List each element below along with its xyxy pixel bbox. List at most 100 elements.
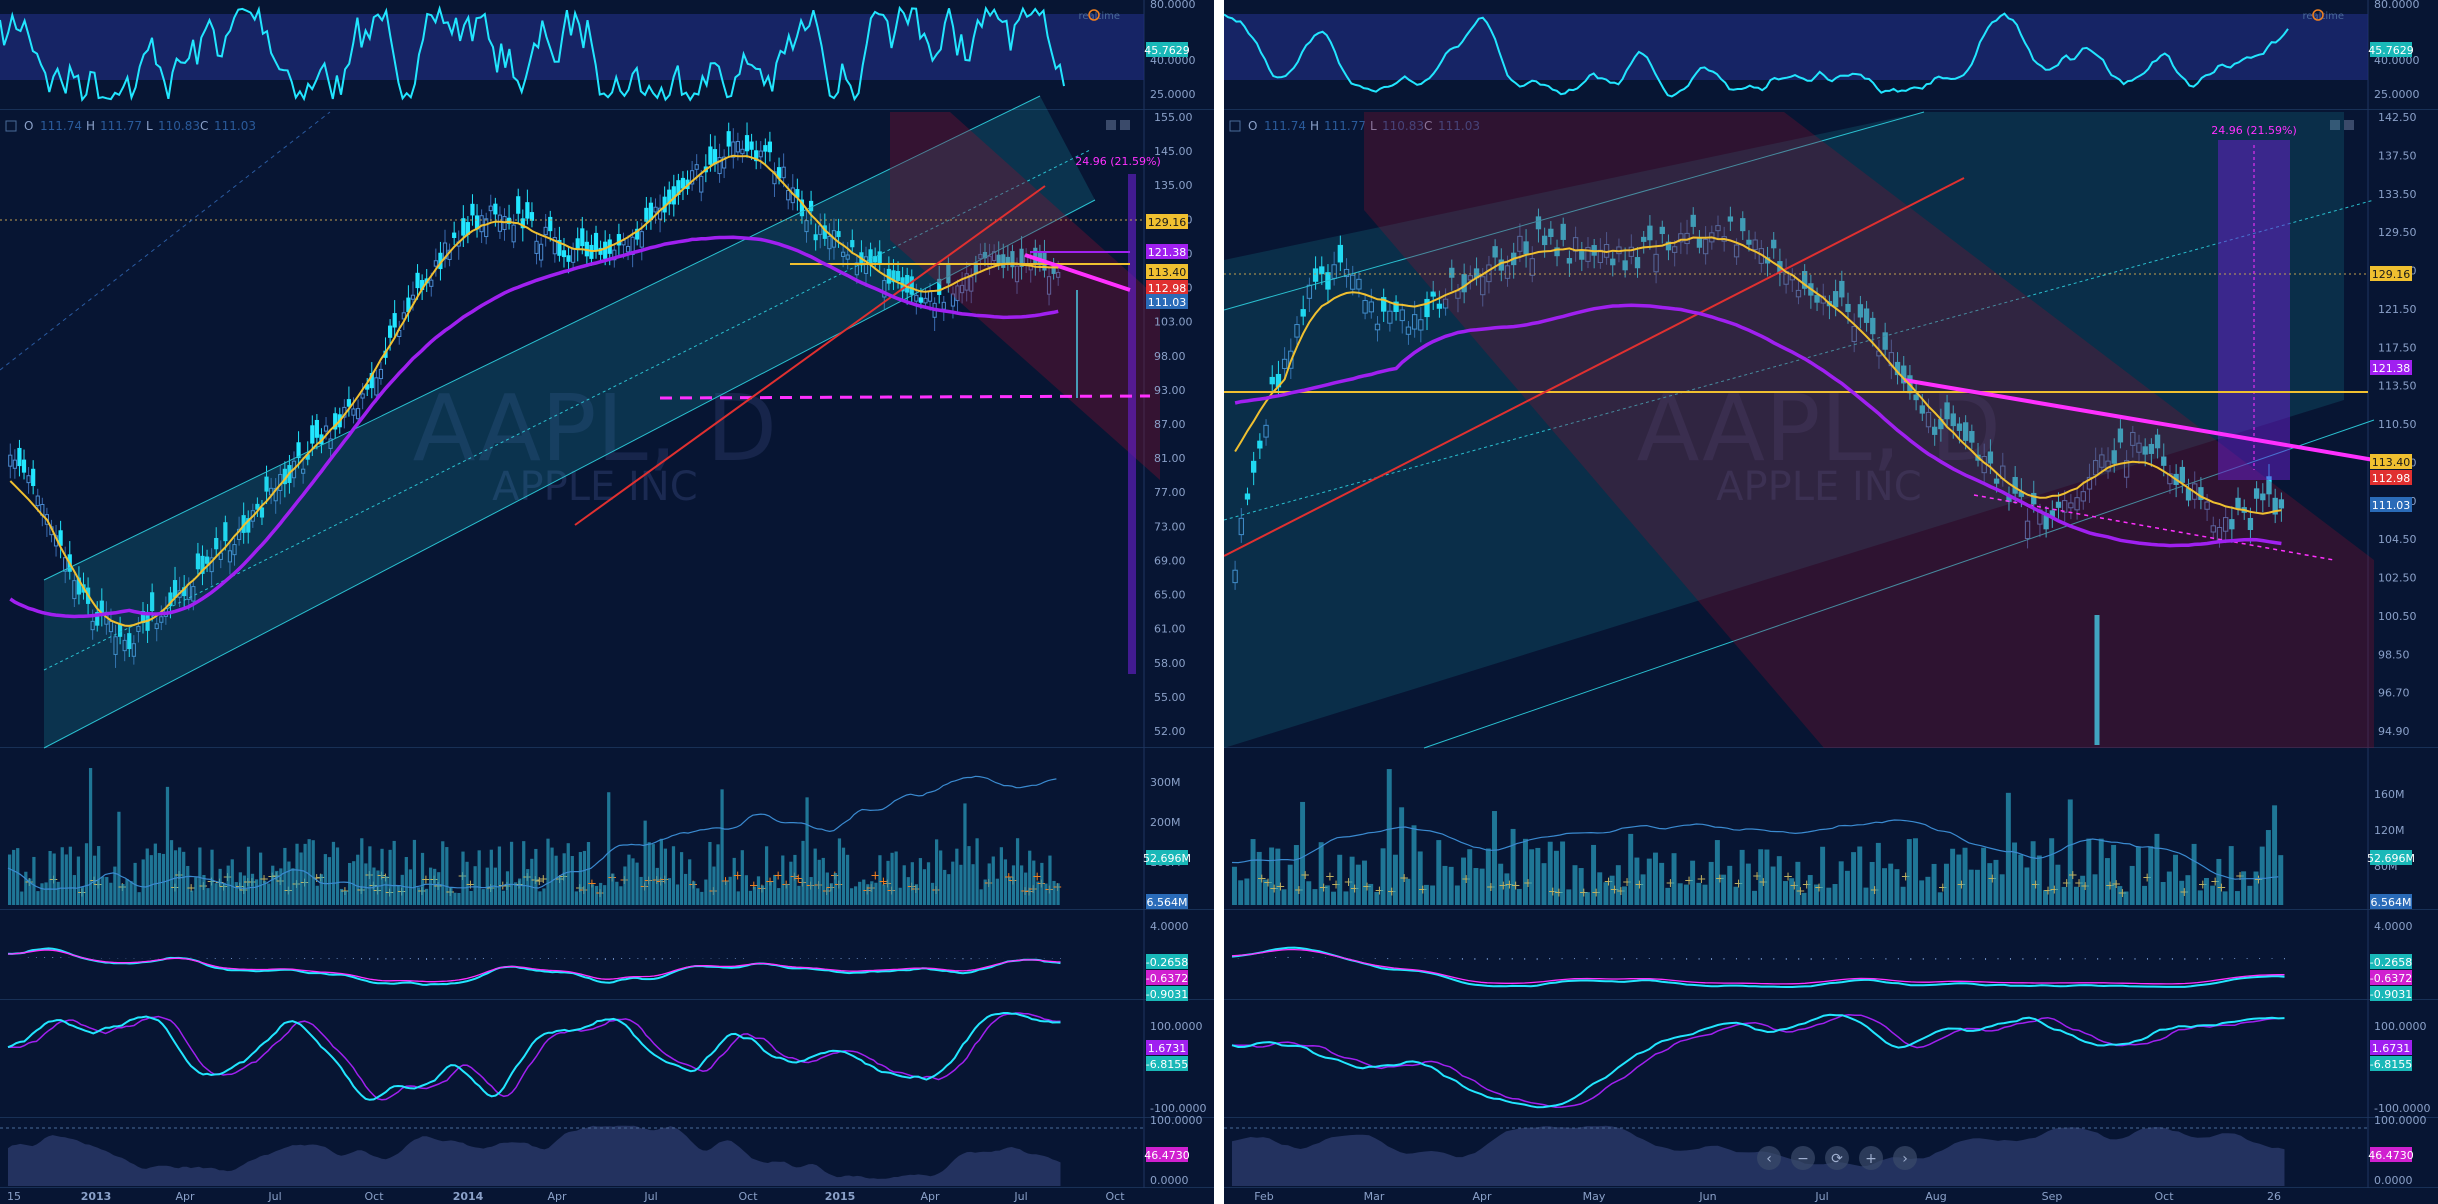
right-volume-bar bbox=[2185, 875, 2191, 905]
left-volume-bar bbox=[441, 841, 445, 905]
right-candle bbox=[1294, 324, 1300, 338]
right-candle bbox=[1746, 239, 1752, 245]
right-volume-bar bbox=[1368, 883, 1374, 905]
right-alert-icon[interactable] bbox=[2312, 9, 2324, 21]
right-volume-bar bbox=[1337, 854, 1343, 905]
left-collapse-icon[interactable] bbox=[5, 120, 17, 132]
right-volume-bar bbox=[1844, 870, 1850, 905]
left-macd-badge-2-bg bbox=[1146, 970, 1188, 985]
left-volume-marker: + bbox=[773, 869, 783, 883]
right-volume-bar bbox=[2222, 891, 2228, 905]
left-pane-down-icon[interactable] bbox=[1120, 120, 1130, 130]
left-volume-bar bbox=[837, 838, 842, 905]
right-volume-bar bbox=[2067, 799, 2073, 905]
pane-divider[interactable] bbox=[1214, 0, 1224, 1204]
left-volume-bar bbox=[178, 847, 182, 905]
left-candle bbox=[525, 202, 530, 219]
right-volume-bar bbox=[1566, 889, 1572, 905]
left-candle bbox=[625, 245, 631, 253]
right-pane-down-icon[interactable] bbox=[2344, 120, 2354, 130]
left-candle bbox=[1005, 256, 1010, 264]
left-volume-marker: + bbox=[1004, 870, 1014, 884]
left-vol-tick: 300M bbox=[1150, 776, 1181, 789]
nav-button-2[interactable] bbox=[1825, 1146, 1849, 1170]
nav-button-0[interactable] bbox=[1757, 1146, 1781, 1170]
right-candle bbox=[2123, 460, 2130, 478]
left-price-tick: 87.00 bbox=[1154, 418, 1186, 431]
right-price-tick: 100.50 bbox=[2378, 610, 2417, 623]
right-candle bbox=[1263, 424, 1269, 438]
right-candle bbox=[2031, 492, 2037, 505]
right-volume-bar bbox=[2049, 838, 2055, 905]
nav-button-1[interactable] bbox=[1791, 1146, 1815, 1170]
right-candle bbox=[1387, 310, 1393, 324]
left-volume-bar bbox=[878, 855, 882, 905]
left-volume-bar bbox=[700, 891, 704, 905]
left-volume-bar bbox=[679, 852, 684, 905]
right-macd-signal bbox=[1231, 948, 2285, 985]
left-alert-icon[interactable] bbox=[1088, 9, 1100, 21]
right-volume-bar bbox=[1423, 884, 1429, 905]
right-volume-marker: + bbox=[1387, 884, 1397, 898]
left-volume-bar bbox=[999, 847, 1003, 905]
right-volume-bar bbox=[1492, 811, 1497, 905]
right-volume-bar bbox=[1721, 874, 1727, 905]
left-volume-bar bbox=[655, 867, 659, 905]
left-volume-bar bbox=[161, 853, 166, 905]
right-channel-area bbox=[1224, 112, 2344, 748]
left-volume-bar bbox=[797, 885, 801, 905]
left-ohlc-l: 110.83 bbox=[158, 119, 200, 133]
left-candle bbox=[365, 384, 370, 390]
left-macd-pane bbox=[0, 910, 1214, 1000]
right-ohlc-c: 111.03 bbox=[1438, 119, 1480, 133]
right-price-badge-bg bbox=[2370, 454, 2412, 469]
left-channel-top bbox=[43, 95, 1041, 581]
right-candle bbox=[1752, 239, 1758, 251]
left-volume-bar bbox=[505, 871, 510, 905]
left-candle bbox=[209, 557, 214, 573]
left-candle bbox=[470, 203, 475, 216]
left-volume-bar bbox=[400, 874, 404, 905]
right-macd-line bbox=[1231, 946, 2285, 988]
left-candle bbox=[346, 399, 352, 407]
left-candle bbox=[127, 633, 132, 650]
left-volume-marker: + bbox=[186, 881, 196, 895]
left-pane-up-icon[interactable] bbox=[1106, 120, 1116, 130]
right-candle bbox=[2278, 499, 2285, 509]
left-volume-bar bbox=[918, 858, 923, 905]
right-candle bbox=[1641, 236, 1647, 242]
left-volume-bar bbox=[258, 852, 263, 905]
left-candle bbox=[1056, 271, 1061, 278]
nav-button-glyph: + bbox=[1865, 1151, 1877, 1167]
right-candle bbox=[1523, 241, 1529, 255]
nav-button-3[interactable] bbox=[1859, 1146, 1883, 1170]
right-volume-bar bbox=[1498, 863, 1504, 905]
right-osc-tick: -100.0000 bbox=[2374, 1102, 2430, 1115]
left-volume-bar bbox=[671, 846, 676, 905]
left-volume-bar bbox=[485, 867, 489, 905]
left-candle bbox=[452, 232, 457, 238]
left-volume-bar bbox=[995, 878, 999, 905]
right-price-tick: 117.50 bbox=[2378, 341, 2417, 354]
right-collapse-icon[interactable] bbox=[1229, 120, 1241, 132]
left-candle bbox=[401, 312, 406, 320]
left-candle bbox=[539, 243, 544, 261]
left-price-tick: 65.00 bbox=[1154, 589, 1186, 602]
right-volume-marker: + bbox=[1374, 883, 1384, 897]
right-candle bbox=[2055, 501, 2062, 508]
nav-button-4[interactable] bbox=[1893, 1146, 1917, 1170]
right-candle bbox=[1541, 235, 1548, 246]
left-volume-bar bbox=[198, 847, 202, 905]
left-volume-bar bbox=[756, 876, 761, 905]
right-volume-bar bbox=[1807, 875, 1813, 905]
left-volume-bar bbox=[433, 868, 437, 905]
right-pane-up-icon[interactable] bbox=[2330, 120, 2340, 130]
left-candle bbox=[616, 234, 621, 246]
right-volume-marker: + bbox=[2031, 878, 2041, 892]
right-volume-bar bbox=[1696, 882, 1702, 905]
left-x-label: 2013 bbox=[81, 1190, 112, 1203]
left-macd-tick: 4.0000 bbox=[1150, 920, 1189, 933]
right-candle bbox=[1238, 517, 1244, 536]
